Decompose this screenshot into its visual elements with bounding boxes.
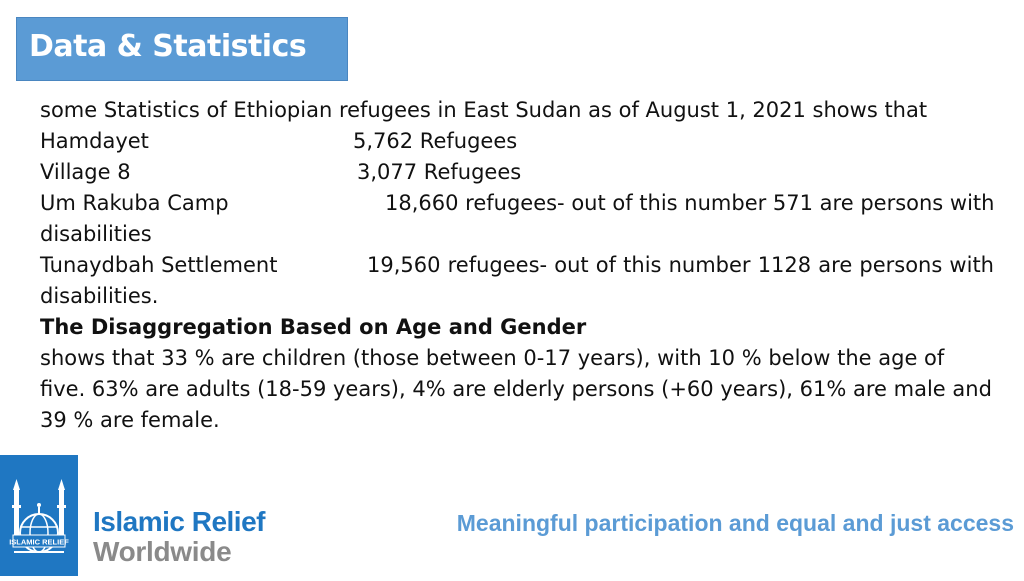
location-value-continuation: disabilities. [40,284,159,308]
intro-text: some Statistics of Ethiopian refugees in… [40,98,928,122]
location-value: 5,762 Refugees [353,129,518,153]
disaggregation-line: 39 % are female. [40,405,994,436]
stat-row-village-8: Village 8 3,077 Refugees [40,157,994,188]
page-title: Data & Statistics [29,29,307,64]
location-name: Um Rakuba Camp [40,191,229,215]
location-name: Tunaydbah Settlement [40,253,278,277]
footer-tagline: Meaningful participation and equal and j… [456,510,1014,536]
location-name: Village 8 [40,160,131,184]
location-value: 19,560 refugees- out of this number 1128… [367,253,994,277]
stat-row-um-rakuba-cont: disabilities [40,219,994,250]
stat-row-tunaydbah-cont: disabilities. [40,281,994,312]
heading-text: The Disaggregation Based on Age and Gend… [40,315,587,339]
logo-text: ISLAMIC RELIEF [9,538,69,547]
stat-row-hamdayet: Hamdayet 5,762 Refugees [40,126,994,157]
paragraph-text: five. 63% are adults (18-59 years), 4% a… [40,377,992,401]
paragraph-text: 39 % are female. [40,408,220,432]
mosque-logo-icon: ISLAMIC RELIEF [9,479,69,553]
disaggregation-line: five. 63% are adults (18-59 years), 4% a… [40,374,994,405]
paragraph-text: shows that 33 % are children (those betw… [40,346,945,370]
stat-row-um-rakuba: Um Rakuba Camp 18,660 refugees- out of t… [40,188,994,219]
brand-name-line1: Islamic Relief [93,506,265,537]
title-banner: Data & Statistics [16,17,348,81]
location-value: 3,077 Refugees [357,160,522,184]
location-value-continuation: disabilities [40,222,152,246]
islamic-relief-logo: ISLAMIC RELIEF [0,455,78,576]
stat-row-tunaydbah: Tunaydbah Settlement 19,560 refugees- ou… [40,250,994,281]
intro-line: some Statistics of Ethiopian refugees in… [40,95,994,126]
disaggregation-line: shows that 33 % are children (those betw… [40,343,994,374]
disaggregation-heading: The Disaggregation Based on Age and Gend… [40,312,994,343]
location-name: Hamdayet [40,129,149,153]
location-value: 18,660 refugees- out of this number 571 … [385,191,995,215]
content-body: some Statistics of Ethiopian refugees in… [40,95,994,436]
brand-name-line2: Worldwide [93,536,232,567]
